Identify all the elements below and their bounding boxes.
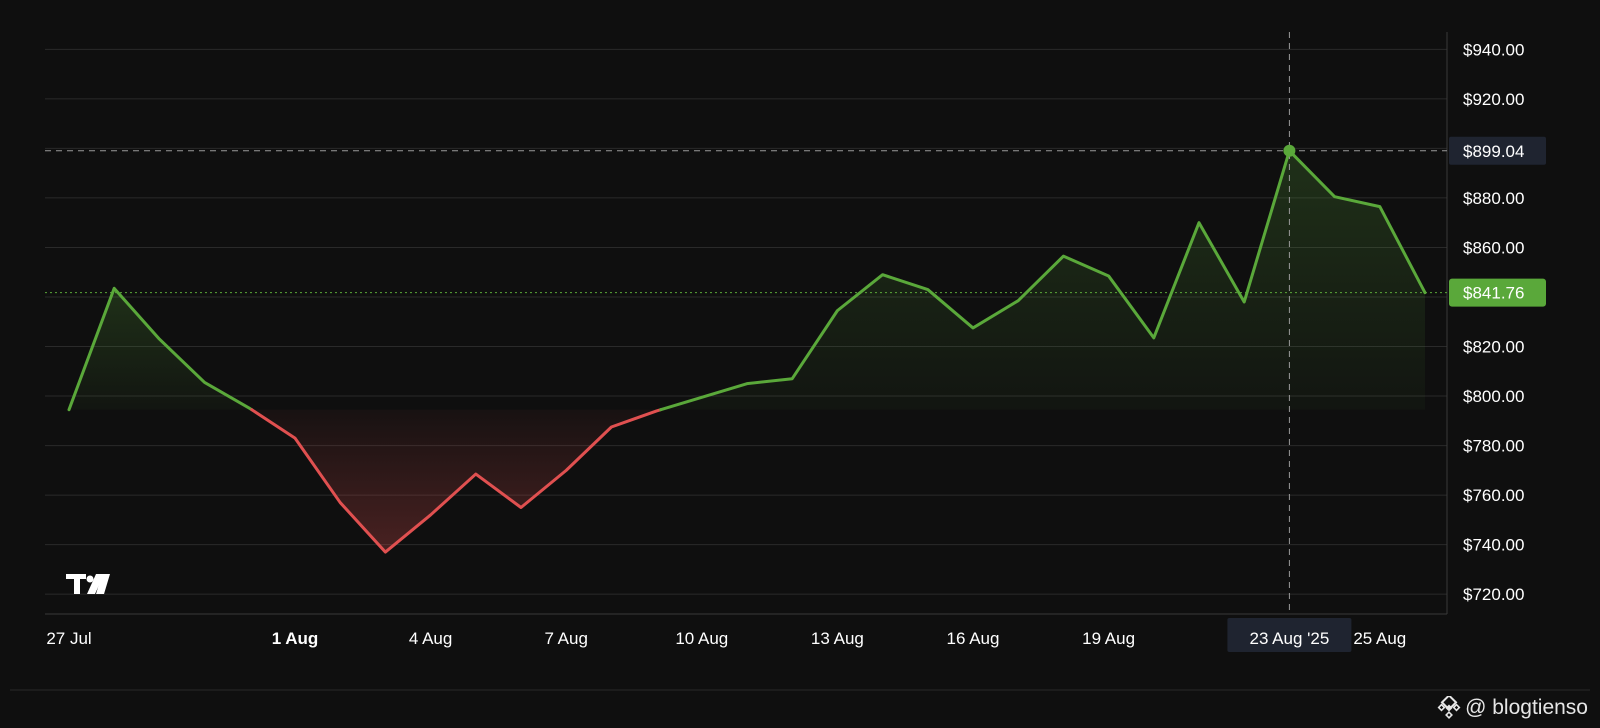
data-point [202,379,208,385]
data-point [66,407,72,413]
price-line-down-segment [250,408,663,554]
last-price-badge [1449,278,1546,307]
y-tick-label: $940.00 [1463,40,1524,59]
price-line [66,149,1427,555]
data-point [834,308,840,314]
data-point [1151,335,1157,341]
data-point [1241,299,1247,305]
data-point [970,325,976,331]
data-point [789,376,795,382]
data-point [654,408,660,414]
watermark-text: @ blogtienso [1465,696,1588,719]
y-tick-label: $920.00 [1463,90,1524,109]
data-point [1015,298,1021,304]
x-tick-label: 13 Aug [811,629,864,648]
data-point [156,336,162,342]
watermark: @ blogtienso [1437,696,1588,720]
tradingview-logo-icon[interactable] [66,574,110,594]
data-point [473,471,479,477]
data-point [1332,194,1338,200]
crosshair-y-label: $899.04 [1463,142,1524,161]
area-fill-below-base [251,409,661,553]
x-tick-label: 7 Aug [544,629,588,648]
x-tick-label: 1 Aug [272,629,319,648]
data-point [1060,253,1066,259]
data-point [428,512,434,518]
y-tick-label: $760.00 [1463,486,1524,505]
crosshair-y-badge [1449,136,1546,165]
crosshair-point [1283,144,1296,157]
last-price-label: $841.76 [1463,284,1524,303]
area-fill-above-base [660,150,1425,410]
data-point [111,285,117,291]
y-tick-label: $780.00 [1463,437,1524,456]
price-line-up-segment [67,286,254,412]
area-fill-above-base [69,288,252,410]
data-point [292,435,298,441]
data-point [608,424,614,430]
y-tick-label: $820.00 [1463,338,1524,357]
y-tick-label: $720.00 [1463,585,1524,604]
crosshair-x-badge [1227,618,1352,652]
x-tick-label: 16 Aug [947,629,1000,648]
data-point [563,467,569,473]
data-point [518,505,524,511]
data-point [247,405,253,411]
price-line-up-segment [659,149,1427,412]
x-tick-label: 10 Aug [675,629,728,648]
data-point [1196,220,1202,226]
overlays: $841.76 $899.04 23 Aug '25 [45,32,1546,652]
data-point [744,381,750,387]
x-tick-label: 4 Aug [409,629,453,648]
crosshair-x-label: 23 Aug '25 [1249,629,1329,648]
y-tick-label: $800.00 [1463,387,1524,406]
data-point [337,500,343,506]
y-tick-label: $740.00 [1463,536,1524,555]
data-point [382,549,388,555]
y-tick-label: $860.00 [1463,238,1524,257]
data-point [925,287,931,293]
area-fills [69,150,1425,553]
data-point [699,394,705,400]
data-point [880,272,886,278]
data-point [1106,273,1112,279]
x-tick-label: 27 Jul [46,629,91,648]
axes: $720.00 $740.00 $760.00 $780.00 $800.00 $820.… [10,32,1590,691]
data-point [1377,204,1383,210]
binance-square-icon [1437,696,1461,719]
x-tick-label: 19 Aug [1082,629,1135,648]
y-tick-label: $880.00 [1463,189,1524,208]
x-tick-label: 25 Aug [1353,629,1406,648]
